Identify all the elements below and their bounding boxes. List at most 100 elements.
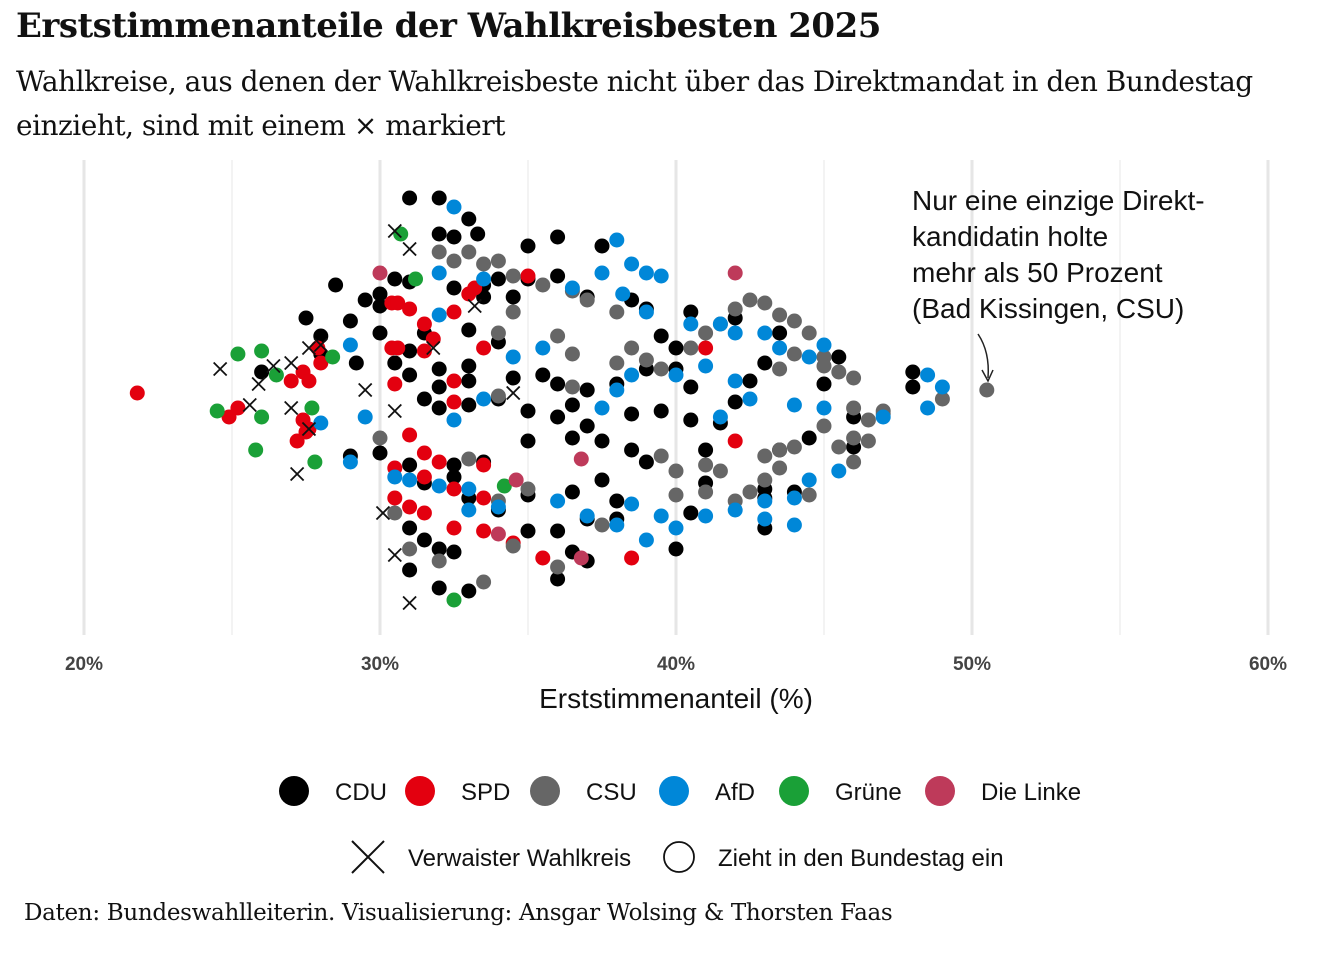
legend-label: SPD xyxy=(461,779,510,806)
point-spd xyxy=(698,340,714,356)
point-csu xyxy=(757,472,773,488)
point-spd xyxy=(446,394,462,410)
point-csu xyxy=(668,463,684,479)
point-grüne xyxy=(209,403,225,419)
point-grüne xyxy=(248,442,264,458)
legend-swatch xyxy=(659,776,689,806)
legend-item-grüne: Grüne xyxy=(779,776,902,806)
point-cdu xyxy=(505,289,521,305)
point-afd xyxy=(594,400,610,416)
point-spd xyxy=(129,385,145,401)
point-cdu xyxy=(594,433,610,449)
chart-subtitle: Wahlkreise, aus denen der Wahlkreisbeste… xyxy=(16,65,1253,142)
point-cdu xyxy=(387,271,403,287)
point-orphaned-cross xyxy=(301,421,317,437)
point-csu xyxy=(683,340,699,356)
point-spd xyxy=(402,301,418,317)
point-afd xyxy=(564,280,580,296)
point-cdu xyxy=(638,454,654,470)
legend-label: Zieht in den Bundestag ein xyxy=(718,845,1004,872)
cross-stroke xyxy=(301,421,317,437)
x-tick-label: 30% xyxy=(361,654,399,675)
point-cdu xyxy=(742,373,758,389)
point-cdu xyxy=(772,325,788,341)
point-cdu xyxy=(683,505,699,521)
point-cdu xyxy=(683,379,699,395)
point-csu xyxy=(609,304,625,320)
point-spd xyxy=(624,550,640,566)
x-tick-label: 60% xyxy=(1249,654,1287,675)
point-spd xyxy=(416,505,432,521)
point-afd xyxy=(550,493,566,509)
point-orphaned-cross xyxy=(426,340,441,356)
point-csu xyxy=(564,346,580,362)
point-cdu xyxy=(520,403,536,419)
point-orphaned-cross xyxy=(301,340,317,356)
point-orphaned-cross xyxy=(242,397,257,413)
point-afd xyxy=(342,337,358,353)
point-afd xyxy=(757,325,773,341)
point-cdu xyxy=(446,229,462,245)
point-orphaned-cross xyxy=(284,355,299,371)
point-csu xyxy=(831,364,847,380)
point-cdu xyxy=(461,322,477,338)
point-spd xyxy=(535,550,551,566)
point-csu xyxy=(653,361,669,377)
point-csu xyxy=(505,538,521,554)
legend-item-spd: SPD xyxy=(405,776,510,806)
point-afd xyxy=(786,517,802,533)
point-cdu xyxy=(905,379,921,395)
point-afd xyxy=(727,502,743,518)
point-cdu xyxy=(402,367,418,383)
point-cdu xyxy=(490,271,506,287)
point-cdu xyxy=(535,367,551,383)
point-orphaned-cross xyxy=(284,400,299,416)
legend-label: CSU xyxy=(586,779,637,806)
cross-stroke xyxy=(375,505,391,521)
point-cdu xyxy=(446,280,462,296)
point-grüne xyxy=(230,346,246,362)
point-spd xyxy=(446,520,462,536)
cross-stroke xyxy=(289,466,305,482)
point-afd xyxy=(638,532,654,548)
point-csu xyxy=(846,370,862,386)
point-csu xyxy=(742,292,758,308)
point-afd xyxy=(653,268,669,284)
point-afd xyxy=(609,382,625,398)
point-afd xyxy=(920,400,936,416)
x-axis-label: Erststimmenanteil (%) xyxy=(539,683,813,714)
cross-stroke xyxy=(266,358,281,374)
point-die-linke xyxy=(573,451,589,467)
point-csu xyxy=(846,454,862,470)
point-afd xyxy=(624,496,640,512)
point-afd xyxy=(638,304,654,320)
chart-title: Erststimmenanteile der Wahlkreisbesten 2… xyxy=(16,6,881,46)
x-tick-label: 40% xyxy=(657,654,695,675)
point-grüne xyxy=(408,271,424,287)
point-csu xyxy=(387,505,403,521)
point-spd xyxy=(230,400,246,416)
point-spd xyxy=(476,457,492,473)
point-cdu xyxy=(668,340,684,356)
point-csu xyxy=(476,256,492,272)
point-afd xyxy=(934,379,950,395)
point-cdu xyxy=(461,397,477,413)
point-csu xyxy=(712,463,728,479)
cross-stroke xyxy=(402,595,417,611)
point-cdu xyxy=(357,292,373,308)
point-cdu xyxy=(816,376,832,392)
point-cdu xyxy=(609,493,625,509)
point-afd xyxy=(875,409,891,425)
legend-swatch xyxy=(925,776,955,806)
point-cdu xyxy=(831,349,847,365)
point-csu xyxy=(860,433,876,449)
legend-swatch xyxy=(405,776,435,806)
cross-stroke xyxy=(426,340,441,356)
point-cdu xyxy=(550,268,566,284)
point-die-linke xyxy=(727,265,743,281)
caption: Daten: Bundeswahlleiterin. Visualisierun… xyxy=(24,900,893,926)
point-spd xyxy=(416,316,432,332)
cross-stroke xyxy=(242,397,257,413)
point-csu xyxy=(742,484,758,500)
